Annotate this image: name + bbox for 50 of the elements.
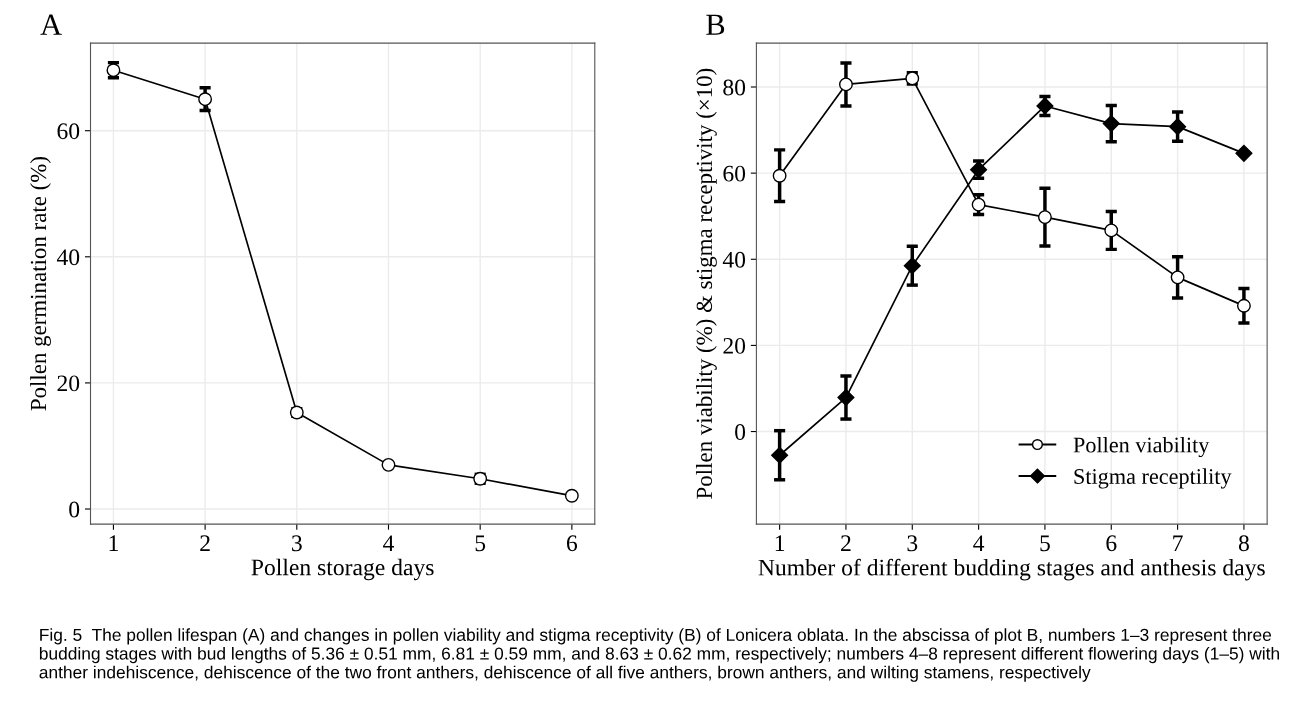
x-tick-label: 2 <box>200 535 210 551</box>
y-axis-title: Pollen germination rate (%) <box>30 157 51 411</box>
point <box>971 197 986 212</box>
x-axis-title: Number of different budding stages and anthesis days <box>758 558 1265 581</box>
point <box>1169 118 1187 136</box>
point <box>473 471 488 486</box>
y-tick-label: 80 <box>723 79 746 96</box>
point <box>564 488 579 503</box>
chart-title: A <box>40 14 62 35</box>
caption: Fig. 5 The pollen lifespan (A) and changes in pollen viability and stigma receptivity (B) of Lonicera oblata. In the abscissa of plot B, numbers 1–3 represent three budding stages with bud lengths of 5.36 ± 0.51 mm, 6.81 ± 0.59 mm, and 8.63 ± 0.62 mm, respectively; numbers 4–8 represent different flowering days (1–5) with anther indehiscence, dehiscence of the two front anthers, dehiscence of all five anthers, brown anthers, and wilting stamens, respectively <box>39 628 1279 682</box>
point <box>903 257 921 275</box>
x-tick-label: 3 <box>907 535 918 552</box>
x-tick-label: 1 <box>775 535 785 551</box>
x-tick-label: 2 <box>841 535 851 551</box>
x-axis-title: Pollen storage days <box>251 558 434 581</box>
x-tick-label: 4 <box>973 535 985 551</box>
y-tick-label: 40 <box>56 249 80 266</box>
legend-label: Stigma receptility <box>1074 468 1232 489</box>
x-tick-label: 4 <box>383 535 395 551</box>
y-tick-label: 0 <box>69 501 80 518</box>
x-tick-label: 7 <box>1173 535 1183 551</box>
y-tick-label: 40 <box>722 251 746 268</box>
point <box>839 77 853 92</box>
legend-label: Pollen viability <box>1073 436 1210 458</box>
point <box>198 92 213 107</box>
chart-title: B <box>706 14 725 35</box>
x-tick-label: 5 <box>475 535 486 552</box>
y-tick-label: 60 <box>57 123 80 140</box>
y-tick-label: 20 <box>57 375 80 392</box>
point <box>1235 144 1253 162</box>
x-tick-label: 6 <box>1106 535 1117 552</box>
point <box>1170 270 1185 285</box>
point <box>772 168 787 183</box>
y-tick-label: 20 <box>723 337 746 354</box>
point <box>1236 298 1251 313</box>
x-tick-label: 8 <box>1238 535 1249 552</box>
x-tick-label: 6 <box>566 535 578 552</box>
point <box>771 446 789 464</box>
point <box>1037 210 1052 225</box>
point <box>381 457 396 472</box>
x-tick-label: 3 <box>292 535 302 552</box>
x-tick-label: 5 <box>1040 535 1050 552</box>
point <box>837 388 855 407</box>
point <box>289 405 304 420</box>
x-tick-label: 1 <box>109 535 118 551</box>
y-tick-label: 60 <box>723 165 746 182</box>
point <box>1104 223 1119 238</box>
point <box>1102 115 1120 133</box>
y-axis-title: Pollen viability (%) & stigma receptivity (×10) <box>695 68 717 499</box>
y-tick-label: 0 <box>735 424 746 440</box>
